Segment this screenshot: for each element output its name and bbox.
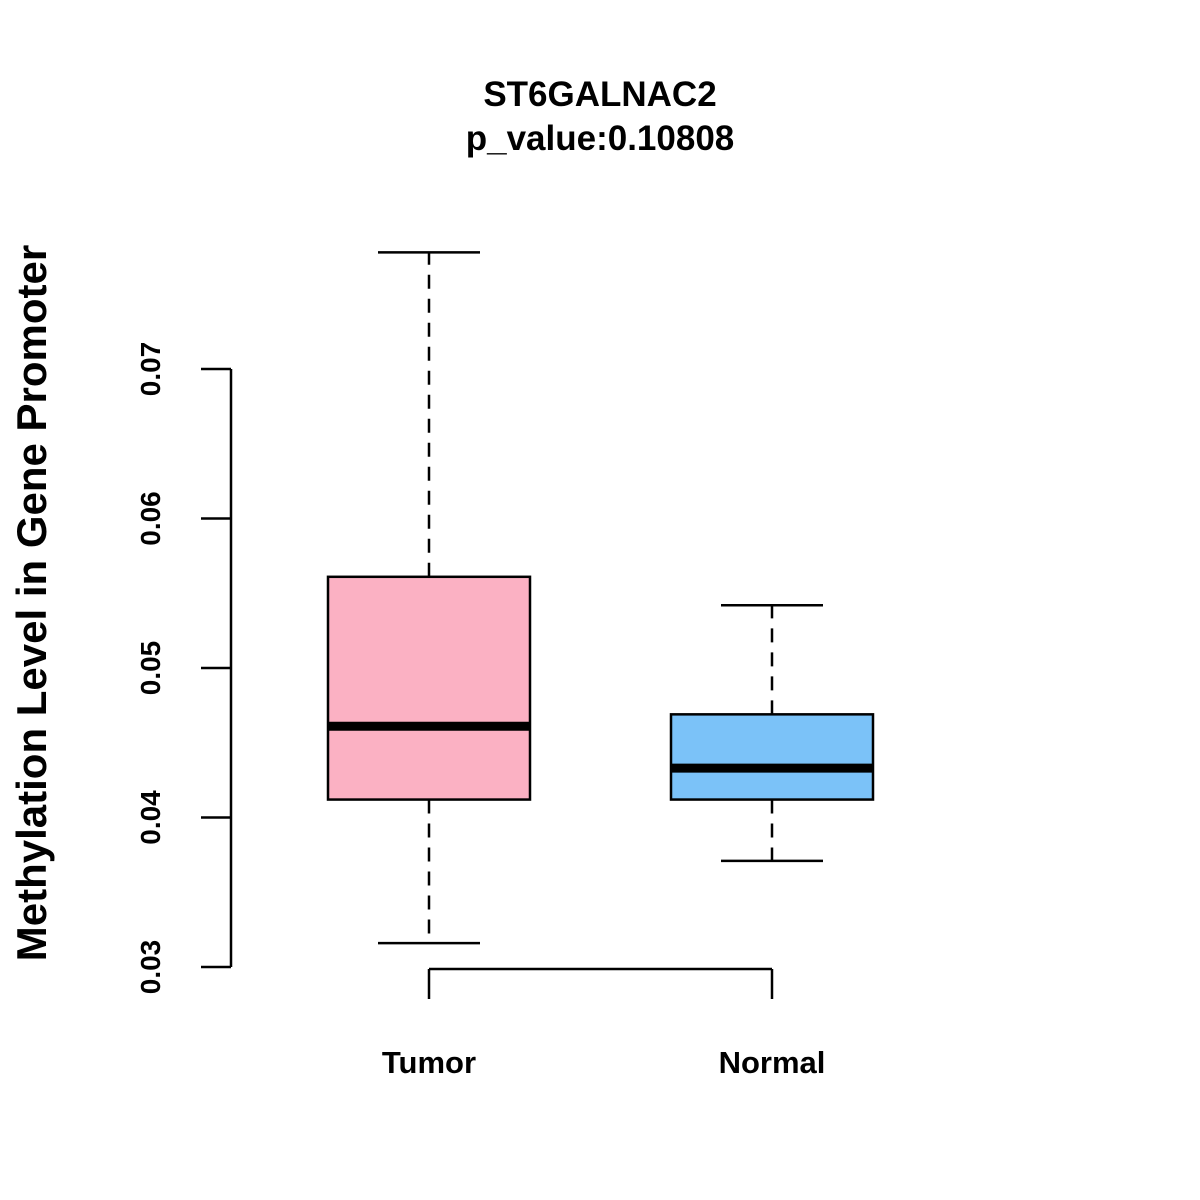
- boxes-group: [326, 251, 875, 945]
- y-tick-label: 0.04: [135, 790, 166, 845]
- y-tick-label: 0.06: [135, 491, 166, 546]
- y-tick-label: 0.03: [135, 940, 166, 995]
- iqr-box: [669, 713, 875, 801]
- box-normal: [669, 603, 875, 863]
- y-tick-label: 0.05: [135, 641, 166, 696]
- box-tumor: [326, 251, 532, 945]
- x-axis: Tumor Normal: [382, 967, 826, 1080]
- chart-title: ST6GALNAC2: [483, 75, 716, 114]
- y-axis: 0.03 0.04 0.05 0.06 0.07: [135, 342, 233, 995]
- y-axis-label: Methylation Level in Gene Promoter: [8, 245, 55, 961]
- iqr-box: [326, 575, 532, 801]
- x-tick-label: Normal: [719, 1045, 826, 1080]
- y-tick-label: 0.07: [135, 342, 166, 397]
- chart-subtitle: p_value:0.10808: [466, 119, 735, 158]
- x-tick-label: Tumor: [382, 1045, 476, 1080]
